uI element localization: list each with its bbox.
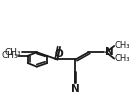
Text: N: N: [105, 47, 113, 57]
Text: O: O: [55, 49, 64, 59]
Text: CH₃: CH₃: [115, 54, 130, 63]
Text: CH₃: CH₃: [115, 41, 130, 50]
Text: N: N: [71, 84, 80, 94]
Text: CH₃: CH₃: [5, 48, 22, 57]
Text: CH₃: CH₃: [1, 51, 18, 60]
